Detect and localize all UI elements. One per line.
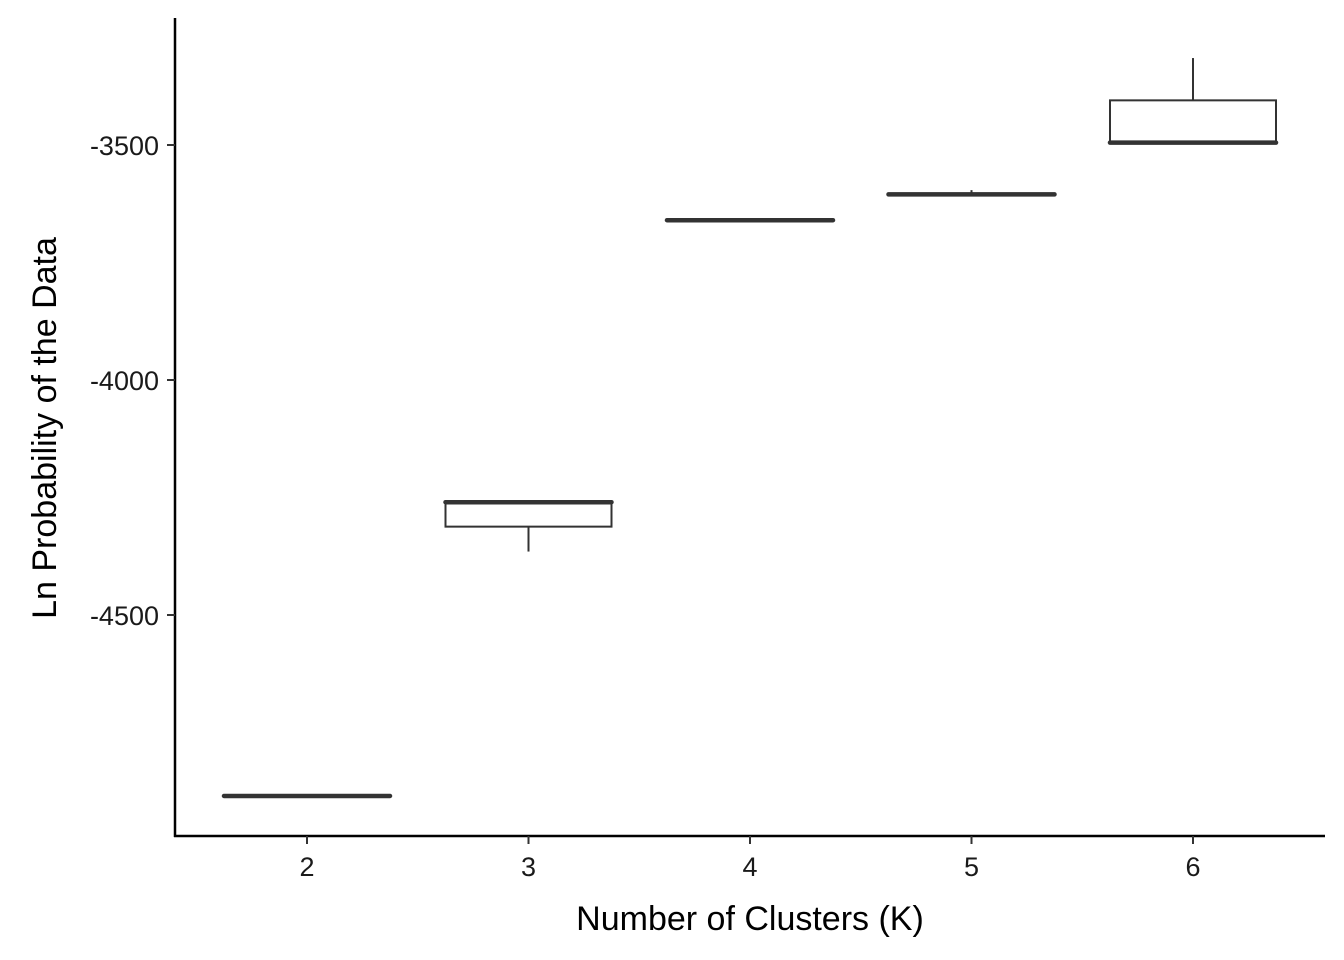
x-axis: 2 3 4 5 6	[174, 834, 1325, 882]
y-tick-label: -3500	[90, 131, 159, 161]
x-tick-label: 3	[521, 852, 536, 882]
y-axis: -4500 -4000 -3500	[90, 18, 177, 837]
x-tick-label: 6	[1185, 852, 1200, 882]
box-body	[1109, 99, 1277, 144]
x-axis-title: Number of Clusters (K)	[576, 900, 924, 938]
y-axis-title: Ln Probability of the Data	[26, 237, 64, 619]
box-6	[1107, 58, 1279, 145]
x-tick-label: 5	[964, 852, 979, 882]
box-5	[886, 190, 1057, 197]
box-body	[444, 500, 613, 528]
plot-area	[221, 58, 1279, 799]
x-tick-label: 4	[742, 852, 757, 882]
y-tick-label: -4000	[90, 366, 159, 396]
box-3	[443, 499, 614, 552]
x-tick-label: 2	[299, 852, 314, 882]
y-tick-label: -4500	[90, 601, 159, 631]
